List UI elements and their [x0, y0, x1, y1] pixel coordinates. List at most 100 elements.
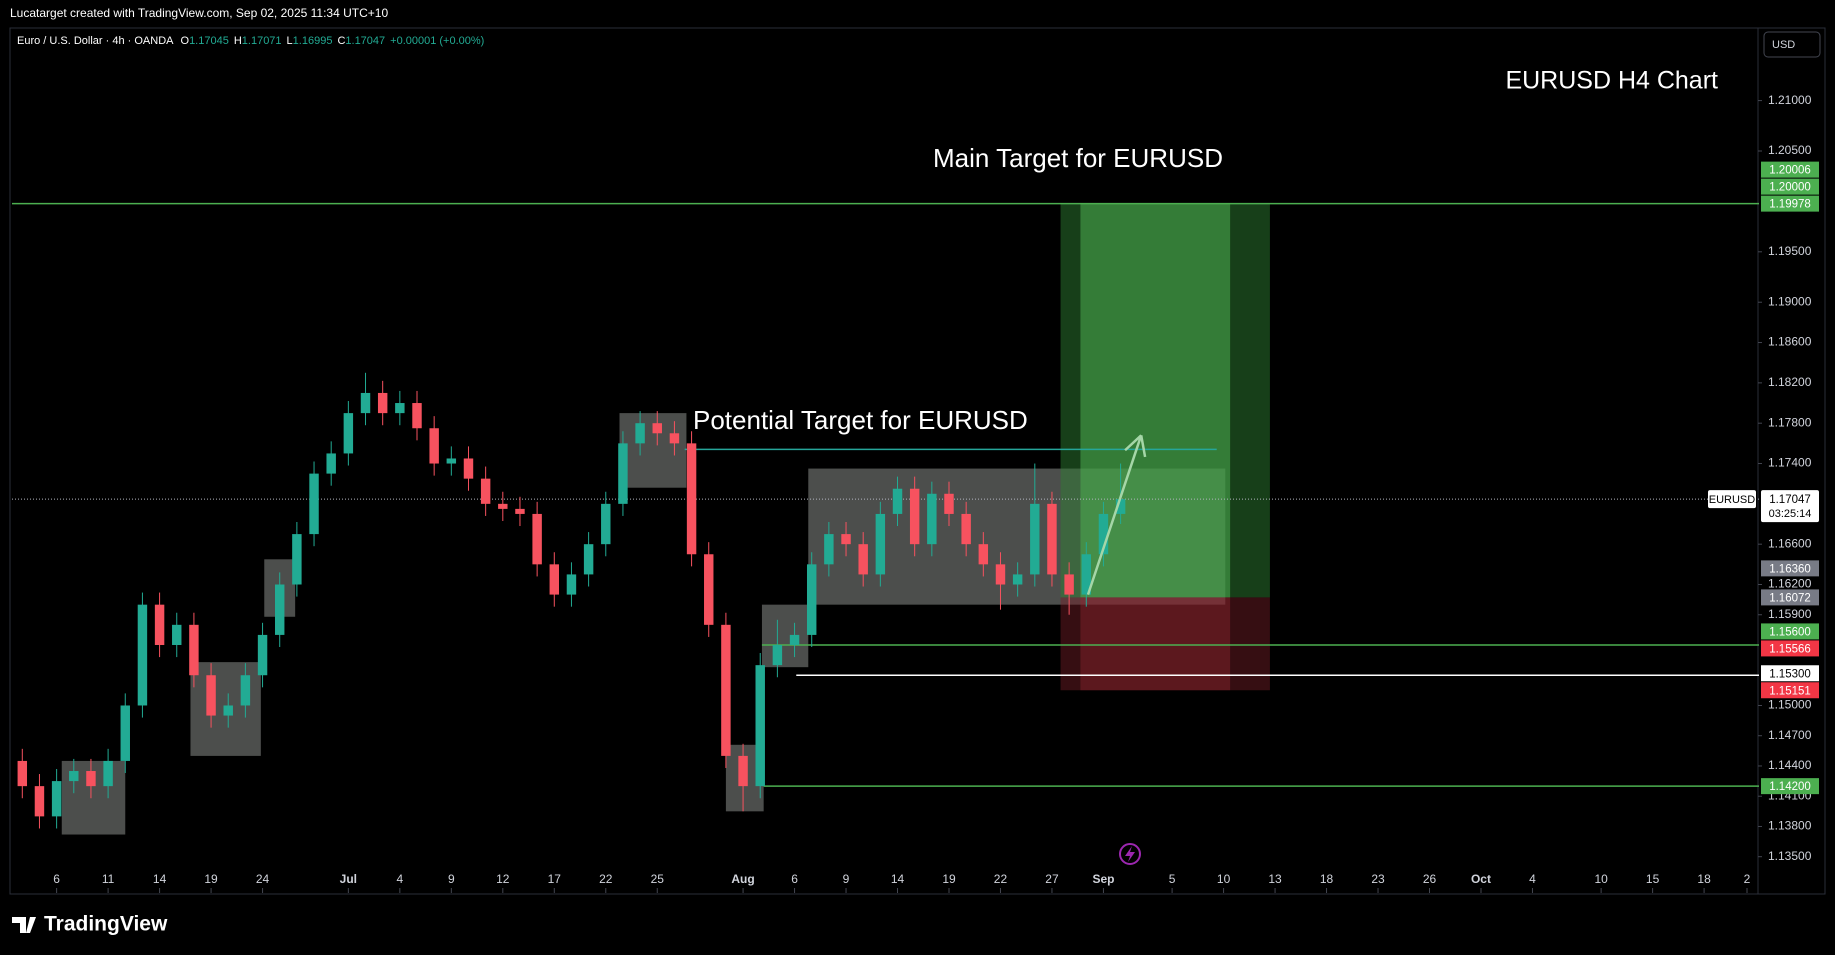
candle-body [480, 478, 491, 504]
ohlc-value: 1.17047 [345, 35, 385, 47]
x-tick-label: 4 [1529, 872, 1536, 886]
ohlc-value: 1.17045 [189, 35, 229, 47]
annotation: Potential Target for EURUSD [693, 405, 1028, 435]
candle-body [137, 604, 148, 706]
change: +0.00001 (+0.00%) [390, 35, 484, 47]
event-icon[interactable] [1119, 843, 1141, 865]
candle-body [944, 493, 954, 514]
x-tick-label: 18 [1320, 872, 1334, 886]
x-tick-label: Oct [1471, 872, 1491, 886]
price-tag [1761, 589, 1819, 606]
logo-text: TradingView [44, 913, 168, 936]
candle-body [858, 544, 868, 575]
candle-body [549, 564, 560, 595]
x-tick-label: 6 [791, 872, 798, 886]
currency[interactable]: USD [1772, 39, 1795, 51]
candle-body [377, 392, 388, 414]
x-tick-label: 10 [1217, 872, 1231, 886]
candle-body [154, 604, 165, 645]
y-tick-label: 1.17800 [1768, 415, 1812, 429]
y-tick-label: 1.15900 [1768, 607, 1812, 621]
candle-body [240, 675, 251, 706]
symbol-tag-label: EURUSD [1709, 494, 1756, 506]
candle-body [429, 428, 439, 464]
candle-body [1012, 574, 1023, 585]
price-tag [1761, 161, 1819, 178]
last-price-tag [1761, 490, 1819, 523]
x-tick-label: 22 [599, 872, 613, 886]
y-tick-label: 1.15000 [1768, 698, 1812, 712]
candle-body [927, 493, 937, 545]
x-tick-label: 24 [256, 872, 270, 886]
candle-body [69, 771, 79, 782]
chart-title: EURUSD H4 Chart [1505, 67, 1718, 95]
x-tick-label: 15 [1646, 872, 1660, 886]
candle-body [412, 403, 422, 429]
plot: EURUSD H4 Chart Main Target for EURUSD Pot… [12, 67, 1819, 893]
candle-body [274, 584, 285, 635]
candle-body [51, 781, 62, 817]
candle-body [789, 634, 800, 645]
symbol-tag [1708, 490, 1756, 509]
candle-body [343, 413, 354, 454]
candle-body [618, 443, 628, 504]
x-tick-label: 10 [1594, 872, 1608, 886]
candle-body [395, 403, 405, 414]
ohlc-value: 1.16995 [293, 35, 333, 47]
candle-body [360, 392, 371, 414]
candle-body [704, 554, 714, 625]
x-tick-label: 12 [496, 872, 510, 886]
candle-body [961, 513, 971, 545]
x-tick-label: 2 [1744, 872, 1751, 886]
candle-body [34, 786, 45, 817]
credit: Lucatarget created with TradingView.com,… [10, 6, 388, 20]
candle-body [1098, 513, 1109, 555]
x-tick-label: 14 [891, 872, 905, 886]
candle-body [498, 503, 508, 509]
candle-body [206, 675, 216, 716]
candle-body [326, 453, 336, 474]
candle-body [978, 544, 989, 565]
candle-body [1030, 503, 1040, 575]
price-tag-label: 1.15600 [1769, 626, 1811, 638]
price-tag-label: 1.14200 [1769, 781, 1811, 793]
zone [761, 604, 809, 668]
arrow [1086, 434, 1143, 595]
candle-body [223, 705, 233, 716]
price-tag [1761, 560, 1819, 577]
candle-body [995, 564, 1006, 585]
candle-body [738, 755, 748, 787]
candle-body [824, 534, 834, 565]
countdown: 03:25:14 [1769, 508, 1812, 520]
x-tick-label: 19 [204, 872, 218, 886]
last-price-label: 1.17047 [1769, 494, 1811, 506]
y-tick-label: 1.16200 [1768, 577, 1812, 591]
candle-body [172, 624, 182, 645]
currency-button[interactable] [1763, 31, 1821, 58]
candle-body [1115, 499, 1126, 514]
candle-body [601, 503, 611, 545]
x-tick-label: 18 [1697, 872, 1711, 886]
candle-body [1047, 503, 1057, 575]
annotation: Main Target for EURUSD [933, 143, 1223, 173]
x-tick-label: 19 [942, 872, 956, 886]
candle-body [463, 458, 474, 479]
x-tick-label: 27 [1045, 872, 1059, 886]
y-tick-label: 1.16600 [1768, 536, 1812, 550]
candle-body [1064, 574, 1074, 595]
price-tag-label: 1.19978 [1769, 199, 1811, 211]
candle-body [189, 624, 199, 676]
y-tick-label: 1.13800 [1768, 819, 1812, 833]
x-tick-label: Aug [731, 872, 754, 886]
y-tick-label: 1.20500 [1768, 143, 1812, 157]
candle-body [309, 473, 319, 535]
price-tag [1761, 665, 1819, 682]
ohlc-key: O [181, 35, 190, 47]
x-tick-label: 5 [1169, 872, 1176, 886]
candle-body [566, 574, 577, 595]
candle-body [669, 433, 680, 444]
symbol-legend: Euro / U.S. Dollar · 4h · OANDA O 1.17045 H… [17, 35, 484, 47]
candle-body [909, 488, 920, 545]
candle-body [257, 634, 268, 676]
